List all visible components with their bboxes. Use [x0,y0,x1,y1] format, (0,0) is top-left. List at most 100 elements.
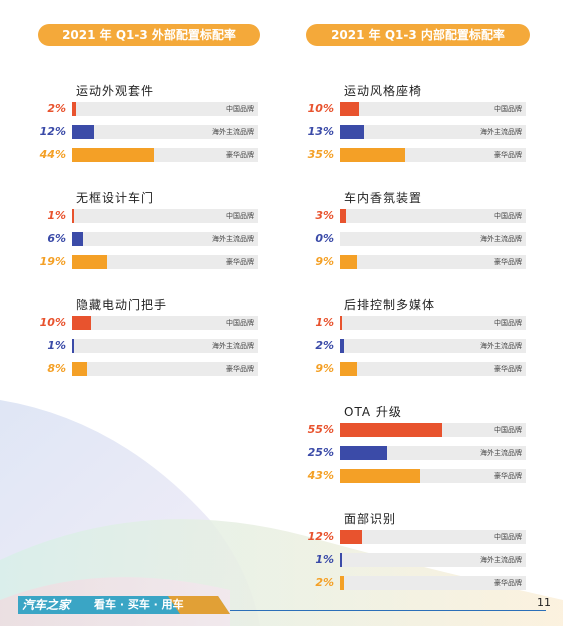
overseas-brand-bar-track: 海外主流品牌 [72,232,258,246]
luxury-brand-label: 豪华品牌 [494,579,522,587]
china-brand-label: 中国品牌 [494,319,522,327]
feature-group: 面部识别 12% 中国品牌 1% 海外主流品牌 2% 豪华品牌 [308,510,528,596]
overseas-brand-percent: 0% [315,232,334,245]
china-brand-percent: 55% [307,423,334,436]
luxury-brand-bar-track: 豪华品牌 [72,148,258,162]
overseas-brand-bar [340,553,342,567]
overseas-brand-bar [72,125,95,139]
luxury-brand-bar [340,148,406,162]
overseas-brand-row: 12% 海外主流品牌 [40,124,260,140]
china-brand-bar [340,530,363,544]
overseas-brand-bar [340,339,344,353]
overseas-brand-bar-track: 海外主流品牌 [340,553,526,567]
overseas-brand-percent: 2% [315,339,334,352]
luxury-brand-percent: 8% [47,362,66,375]
china-brand-bar-track: 中国品牌 [72,102,258,116]
overseas-brand-percent: 1% [47,339,66,352]
china-brand-percent: 12% [307,530,334,543]
china-brand-bar [340,102,359,116]
feature-group: 无框设计车门 1% 中国品牌 6% 海外主流品牌 19% 豪华品牌 [40,189,260,275]
luxury-brand-label: 豪华品牌 [226,151,254,159]
china-brand-percent: 10% [39,316,66,329]
luxury-brand-label: 豪华品牌 [226,258,254,266]
feature-title: 运动风格座椅 [344,84,423,98]
luxury-brand-bar-track: 豪华品牌 [340,255,526,269]
luxury-brand-row: 35% 豪华品牌 [308,147,528,163]
china-brand-row: 55% 中国品牌 [308,422,528,438]
overseas-brand-label: 海外主流品牌 [480,342,522,350]
left-section-header: 2021 年 Q1-3 外部配置标配率 [38,24,260,46]
china-brand-row: 2% 中国品牌 [40,101,260,117]
overseas-brand-bar [340,446,387,460]
overseas-brand-percent: 12% [39,125,66,138]
luxury-brand-bar-track: 豪华品牌 [340,469,526,483]
luxury-brand-bar-track: 豪华品牌 [340,362,526,376]
overseas-brand-bar [340,125,365,139]
china-brand-percent: 3% [315,209,334,222]
feature-title: 后排控制多媒体 [344,298,436,312]
luxury-brand-bar-track: 豪华品牌 [340,576,526,590]
right-section-header: 2021 年 Q1-3 内部配置标配率 [306,24,530,46]
feature-title: 车内香氛装置 [344,191,423,205]
feature-title: 隐藏电动门把手 [76,298,168,312]
overseas-brand-label: 海外主流品牌 [480,556,522,564]
luxury-brand-percent: 9% [315,362,334,375]
overseas-brand-row: 0% 海外主流品牌 [308,231,528,247]
overseas-brand-bar-track: 海外主流品牌 [340,125,526,139]
overseas-brand-bar-track: 海外主流品牌 [340,446,526,460]
china-brand-bar-track: 中国品牌 [72,316,258,330]
china-brand-label: 中国品牌 [226,319,254,327]
overseas-brand-label: 海外主流品牌 [480,128,522,136]
luxury-brand-row: 44% 豪华品牌 [40,147,260,163]
china-brand-row: 10% 中国品牌 [308,101,528,117]
overseas-brand-bar-track: 海外主流品牌 [340,232,526,246]
overseas-brand-percent: 25% [307,446,334,459]
feature-group: 后排控制多媒体 1% 中国品牌 2% 海外主流品牌 9% 豪华品牌 [308,296,528,382]
luxury-brand-bar [340,362,357,376]
china-brand-label: 中国品牌 [494,533,522,541]
china-brand-label: 中国品牌 [494,105,522,113]
luxury-brand-bar [340,576,344,590]
overseas-brand-row: 6% 海外主流品牌 [40,231,260,247]
china-brand-label: 中国品牌 [494,426,522,434]
overseas-brand-row: 2% 海外主流品牌 [308,338,528,354]
overseas-brand-row: 13% 海外主流品牌 [308,124,528,140]
feature-title: 运动外观套件 [76,84,155,98]
overseas-brand-bar [72,339,74,353]
overseas-brand-row: 1% 海外主流品牌 [40,338,260,354]
luxury-brand-row: 43% 豪华品牌 [308,468,528,484]
overseas-brand-label: 海外主流品牌 [480,449,522,457]
overseas-brand-row: 25% 海外主流品牌 [308,445,528,461]
china-brand-percent: 2% [47,102,66,115]
luxury-brand-bar [72,362,87,376]
china-brand-bar [72,209,74,223]
china-brand-bar-track: 中国品牌 [340,102,526,116]
china-brand-label: 中国品牌 [226,212,254,220]
feature-group: OTA 升级 55% 中国品牌 25% 海外主流品牌 43% 豪华品牌 [308,403,528,489]
china-brand-bar-track: 中国品牌 [340,530,526,544]
overseas-brand-bar-track: 海外主流品牌 [340,339,526,353]
feature-title: 面部识别 [344,512,397,526]
luxury-brand-row: 2% 豪华品牌 [308,575,528,591]
china-brand-bar-track: 中国品牌 [340,209,526,223]
luxury-brand-label: 豪华品牌 [494,472,522,480]
feature-group: 车内香氛装置 3% 中国品牌 0% 海外主流品牌 9% 豪华品牌 [308,189,528,275]
luxury-brand-percent: 9% [315,255,334,268]
china-brand-label: 中国品牌 [494,212,522,220]
china-brand-percent: 1% [47,209,66,222]
luxury-brand-label: 豪华品牌 [494,151,522,159]
footer-slogan: 看车 · 买车 · 用车 [94,598,184,611]
overseas-brand-percent: 1% [315,553,334,566]
feature-group: 运动风格座椅 10% 中国品牌 13% 海外主流品牌 35% 豪华品牌 [308,82,528,168]
feature-group: 运动外观套件 2% 中国品牌 12% 海外主流品牌 44% 豪华品牌 [40,82,260,168]
luxury-brand-bar-track: 豪华品牌 [72,255,258,269]
china-brand-bar-track: 中国品牌 [340,316,526,330]
china-brand-row: 10% 中国品牌 [40,315,260,331]
china-brand-label: 中国品牌 [226,105,254,113]
overseas-brand-percent: 13% [307,125,334,138]
luxury-brand-bar [340,469,420,483]
feature-title: 无框设计车门 [76,191,155,205]
luxury-brand-label: 豪华品牌 [226,365,254,373]
china-brand-row: 1% 中国品牌 [40,208,260,224]
autohome-logo: 汽车之家 [22,598,71,612]
